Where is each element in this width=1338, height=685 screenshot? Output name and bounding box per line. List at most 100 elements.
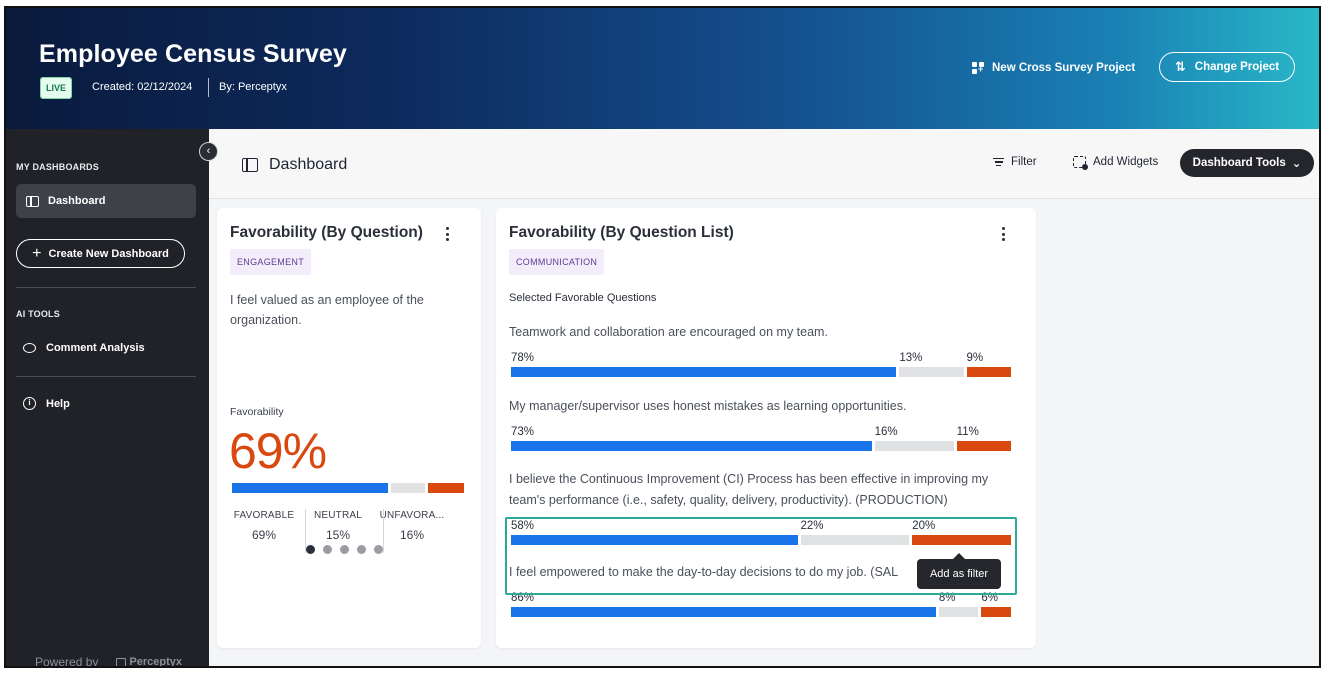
add-widgets-label: Add Widgets: [1093, 156, 1159, 168]
widget-title: Favorability (By Question): [230, 224, 423, 241]
more-options-icon[interactable]: [445, 227, 449, 241]
pager-dot[interactable]: [357, 545, 366, 554]
neutral-percent: 16%: [874, 426, 898, 438]
favorable-percent: 73%: [511, 426, 535, 438]
new-cross-survey-label: New Cross Survey Project: [992, 62, 1136, 74]
neutral-percent: 8%: [938, 592, 956, 604]
ai-tools-heading: AI TOOLS: [16, 309, 60, 319]
favorable-percent: 58%: [511, 520, 535, 532]
unfavorable-segment[interactable]: [912, 535, 1011, 545]
unfavorable-percent: 11%: [956, 426, 979, 438]
collapse-sidebar-button[interactable]: ‹: [199, 142, 218, 161]
pager-dot[interactable]: [340, 545, 349, 554]
dashboard-icon: [242, 158, 258, 172]
unfavorable-percent: 20%: [912, 520, 936, 532]
question-text: Teamwork and collaboration are encourage…: [509, 325, 828, 339]
neutral-percent: 13%: [899, 352, 923, 364]
swap-icon: ⇅: [1174, 59, 1186, 74]
favorable-segment[interactable]: [511, 441, 872, 451]
sidebar-item-comment-analysis[interactable]: Comment Analysis: [23, 342, 145, 354]
survey-header: Employee Census Survey LIVE Created: 02/…: [6, 8, 1319, 129]
add-widgets-button[interactable]: Add Widgets: [1073, 156, 1159, 170]
pager-dot[interactable]: [374, 545, 383, 554]
stat-favorable: FAVORABLE 69%: [227, 510, 301, 542]
favorable-segment[interactable]: [511, 607, 936, 617]
question-text: I believe the Continuous Improvement (CI…: [509, 472, 989, 507]
created-date: Created: 02/12/2024: [92, 81, 193, 93]
add-widget-icon: [1073, 156, 1088, 170]
favorable-percent: 86%: [511, 592, 535, 604]
hovered-question-highlight: [505, 517, 1017, 595]
filter-icon: [993, 157, 1004, 167]
stat-value: 15%: [325, 528, 351, 542]
chat-bubble-icon: [23, 343, 36, 353]
filter-button[interactable]: Filter: [993, 156, 1037, 168]
favorability-by-question-list-widget: Favorability (By Question List) COMMUNIC…: [496, 208, 1036, 648]
new-cross-survey-button[interactable]: New Cross Survey Project: [972, 58, 1135, 78]
stat-label: UNFAVORA...: [379, 510, 445, 521]
dashboard-icon: [26, 195, 39, 207]
list-subtitle: Selected Favorable Questions: [509, 292, 657, 304]
favorability-score: 69%: [229, 423, 327, 479]
unfavorable-segment[interactable]: [956, 441, 1011, 451]
favorability-label: Favorability: [230, 406, 284, 418]
neutral-percent: 22%: [800, 520, 824, 532]
filter-label: Filter: [1011, 156, 1037, 168]
favorable-segment[interactable]: [511, 535, 798, 545]
app-window: Employee Census Survey LIVE Created: 02/…: [4, 6, 1321, 668]
pager-dot[interactable]: [323, 545, 332, 554]
stat-neutral: NEUTRAL 15%: [301, 510, 375, 542]
favorability-breakdown: FAVORABLE 69% NEUTRAL 15% UNFAVORA... 16…: [227, 510, 471, 542]
unfavorable-percent: 9%: [966, 352, 984, 364]
page-title-text: Dashboard: [269, 156, 348, 173]
question-text: My manager/supervisor uses honest mistak…: [509, 399, 907, 413]
dashboard-tools-button[interactable]: Dashboard Tools ⌄: [1180, 149, 1314, 177]
neutral-segment[interactable]: [938, 607, 979, 617]
perceptyx-logo-text: Perceptyx: [129, 656, 182, 668]
stat-value: 69%: [251, 528, 277, 542]
add-as-filter-tooltip[interactable]: Add as filter: [917, 553, 1001, 589]
chevron-down-icon: ⌄: [1291, 158, 1302, 170]
stat-divider: [383, 509, 384, 553]
neutral-segment[interactable]: [874, 441, 954, 451]
carousel-pager[interactable]: [306, 545, 383, 554]
create-new-dashboard-button[interactable]: + Create New Dashboard: [16, 239, 185, 268]
sidebar-item-help[interactable]: i Help: [23, 397, 70, 410]
stat-unfavorable: UNFAVORA... 16%: [375, 510, 449, 542]
my-dashboards-heading: MY DASHBOARDS: [16, 162, 99, 172]
scroll-fade: [496, 634, 1036, 648]
unfavorable-segment: [427, 483, 464, 493]
favorable-percent: 78%: [511, 352, 535, 364]
status-badge: LIVE: [40, 77, 72, 99]
sidebar-item-label: Comment Analysis: [46, 342, 145, 354]
sidebar-divider: [16, 287, 196, 288]
widget-title: Favorability (By Question List): [509, 224, 734, 241]
question-text: I feel empowered to make the day-to-day …: [509, 565, 899, 579]
pager-dot[interactable]: [306, 545, 315, 554]
favorable-segment: [232, 483, 388, 493]
change-project-label: Change Project: [1194, 61, 1280, 73]
favorability-by-question-widget: Favorability (By Question) ENGAGEMENT I …: [217, 208, 481, 648]
change-project-button[interactable]: ⇅ Change Project: [1159, 52, 1295, 82]
add-grid-icon: [972, 61, 985, 75]
favorable-segment[interactable]: [511, 367, 897, 377]
powered-by-label: Powered by: [35, 655, 99, 668]
more-options-icon[interactable]: [1001, 227, 1005, 241]
info-icon: i: [23, 397, 36, 410]
sidebar-item-label: Help: [46, 397, 70, 410]
dashboard-tools-label: Dashboard Tools: [1192, 157, 1286, 169]
powered-by: Powered by Perceptyx: [35, 655, 182, 668]
created-by: By: Perceptyx: [219, 81, 287, 93]
neutral-segment: [390, 483, 425, 493]
page-title: Dashboard: [242, 156, 347, 174]
neutral-segment[interactable]: [800, 535, 910, 545]
favorability-bar: [232, 483, 464, 493]
neutral-segment[interactable]: [899, 367, 964, 377]
create-new-dashboard-label: Create New Dashboard: [48, 247, 169, 260]
perceptyx-logo: Perceptyx: [116, 656, 182, 668]
unfavorable-segment[interactable]: [981, 607, 1011, 617]
question-text: I feel valued as an employee of the orga…: [230, 293, 424, 327]
sidebar-item-dashboard[interactable]: Dashboard: [16, 184, 196, 218]
unfavorable-segment[interactable]: [966, 367, 1011, 377]
plus-icon: +: [32, 244, 42, 262]
